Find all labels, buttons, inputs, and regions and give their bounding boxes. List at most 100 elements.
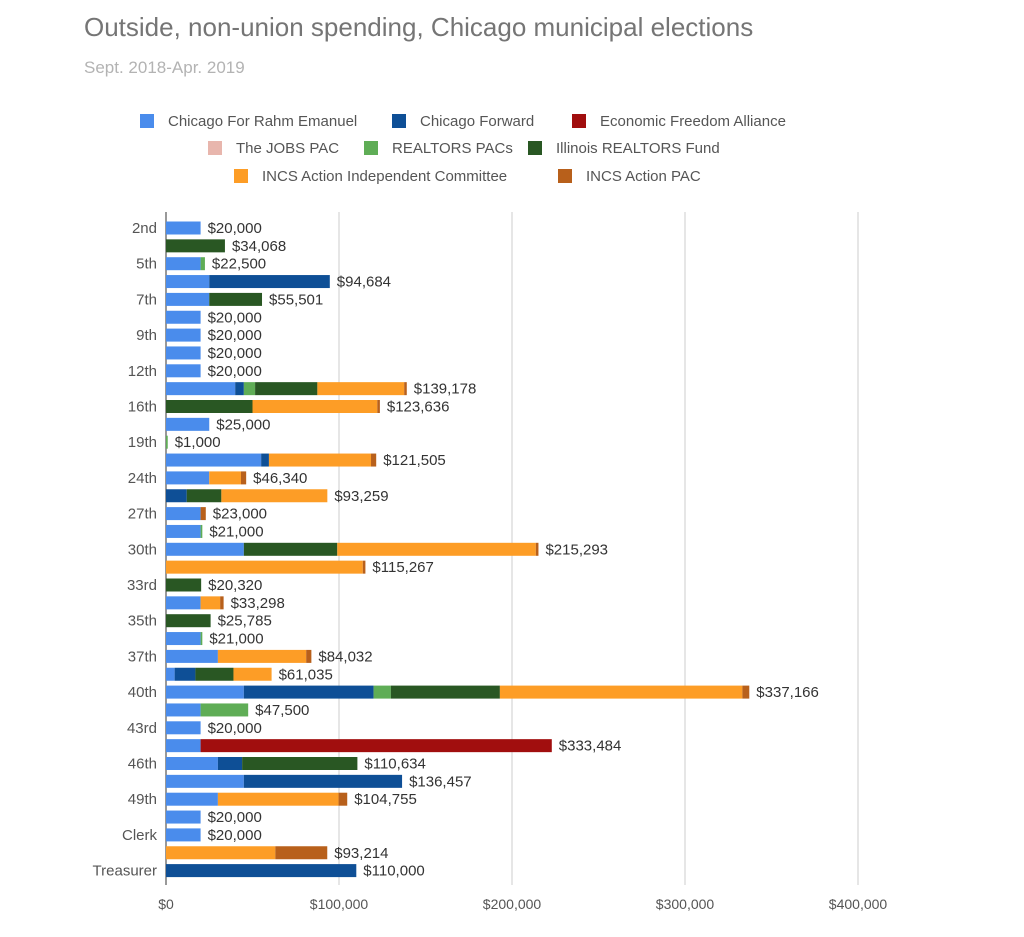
bar-segment	[252, 400, 378, 413]
bar-value-label: $20,000	[208, 720, 262, 737]
legend-label: INCS Action Independent Committee	[262, 168, 507, 185]
legend-label: INCS Action PAC	[586, 168, 701, 185]
x-tick-label: $200,000	[483, 896, 542, 912]
category-label: 12th	[128, 363, 157, 380]
legend-label: Economic Freedom Alliance	[600, 113, 786, 130]
bar-segment	[243, 774, 403, 788]
category-label: 27th	[128, 506, 157, 523]
bar-segment	[166, 810, 201, 824]
legend-swatch	[528, 141, 542, 155]
bar-segment	[166, 667, 175, 681]
legend-swatch	[140, 114, 154, 128]
legend-swatch	[558, 169, 572, 183]
bar-segment	[317, 382, 405, 396]
bar-value-label: $20,320	[208, 577, 262, 594]
bar-segment	[200, 524, 203, 538]
bar-segment	[166, 489, 187, 503]
bar-segment	[166, 346, 201, 360]
bar-segment	[166, 828, 201, 842]
bar-value-label: $21,000	[209, 523, 263, 540]
category-label: 46th	[128, 756, 157, 773]
bar-value-label: $47,500	[255, 702, 309, 719]
bar-segment	[166, 328, 201, 342]
bar-segment	[166, 864, 357, 878]
bar-segment	[200, 739, 552, 753]
category-label: 19th	[128, 434, 157, 451]
legend-swatch	[572, 114, 586, 128]
category-label: 9th	[136, 327, 157, 344]
bar-segment	[255, 382, 318, 396]
bar-segment	[404, 382, 407, 396]
bar-segment	[217, 792, 339, 806]
bar-segment	[166, 435, 168, 449]
bar-segment	[200, 703, 249, 717]
bar-value-label: $20,000	[208, 363, 262, 380]
bar-segment	[535, 542, 539, 556]
bar-segment	[186, 489, 222, 503]
bar-segment	[390, 685, 500, 699]
category-label: 37th	[128, 648, 157, 665]
bar-segment	[166, 400, 253, 413]
bar-segment	[166, 614, 211, 628]
category-label: 7th	[136, 291, 157, 308]
bar-value-label: $20,000	[208, 345, 262, 362]
bar-segment	[166, 453, 262, 467]
bar-value-label: $115,267	[372, 559, 433, 576]
legend: Chicago For Rahm Emanuel Chicago Forward E…	[140, 113, 786, 185]
bar-segment	[200, 632, 203, 646]
bar-segment	[166, 596, 201, 610]
bar-segment	[742, 685, 750, 699]
bar-segment	[195, 667, 234, 681]
category-label: 43rd	[127, 720, 157, 737]
bar-segment	[306, 649, 312, 663]
legend-swatch	[392, 114, 406, 128]
bar-segment	[166, 292, 210, 306]
bar-segment	[338, 792, 348, 806]
bar-value-label: $25,785	[218, 613, 272, 630]
x-tick-label: $400,000	[829, 896, 888, 912]
bar-segment	[166, 560, 363, 574]
bar-segment	[261, 453, 269, 467]
legend-swatch	[208, 141, 222, 155]
bar-segment	[166, 275, 210, 289]
bar-value-label: $21,000	[209, 631, 263, 648]
bar-segment	[268, 453, 372, 467]
bar-value-label: $20,000	[208, 327, 262, 344]
chart-title: Outside, non-union spending, Chicago mun…	[84, 12, 754, 42]
legend-label: REALTORS PACs	[392, 140, 513, 157]
bar-segment	[275, 846, 328, 860]
bar-value-label: $23,000	[213, 506, 267, 523]
bar-segment	[209, 275, 330, 289]
bar-segment	[166, 703, 201, 717]
x-tick-label: $0	[158, 896, 174, 912]
category-label: 49th	[128, 791, 157, 808]
bar-segment	[337, 542, 536, 556]
bar-segment	[166, 721, 201, 735]
bars	[166, 221, 750, 878]
bar-segment	[166, 221, 201, 235]
category-label: 24th	[128, 470, 157, 487]
bar-value-label: $136,457	[409, 773, 472, 790]
category-label: Clerk	[122, 827, 158, 844]
bar-segment	[166, 542, 244, 556]
bar-segment	[166, 417, 210, 431]
legend-swatch	[364, 141, 378, 155]
labels: $0 $100,000 $200,000 $300,000 $400,000 $20,00…	[93, 220, 888, 912]
bar-segment	[235, 382, 244, 396]
category-label: 33rd	[127, 577, 157, 594]
legend-label: Chicago Forward	[420, 113, 534, 130]
bar-value-label: $33,298	[231, 595, 285, 612]
bar-segment	[209, 471, 241, 485]
bar-segment	[242, 757, 358, 770]
bar-value-label: $110,634	[364, 756, 425, 773]
bar-value-label: $104,755	[354, 791, 417, 808]
bar-segment	[362, 560, 366, 574]
bar-segment	[220, 596, 224, 610]
bar-value-label: $215,293	[545, 541, 608, 558]
bar-segment	[209, 292, 263, 306]
bar-value-label: $61,035	[279, 666, 333, 683]
legend-label: Illinois REALTORS Fund	[556, 140, 720, 157]
bar-value-label: $93,259	[334, 488, 388, 505]
legend-label: Chicago For Rahm Emanuel	[168, 113, 357, 130]
